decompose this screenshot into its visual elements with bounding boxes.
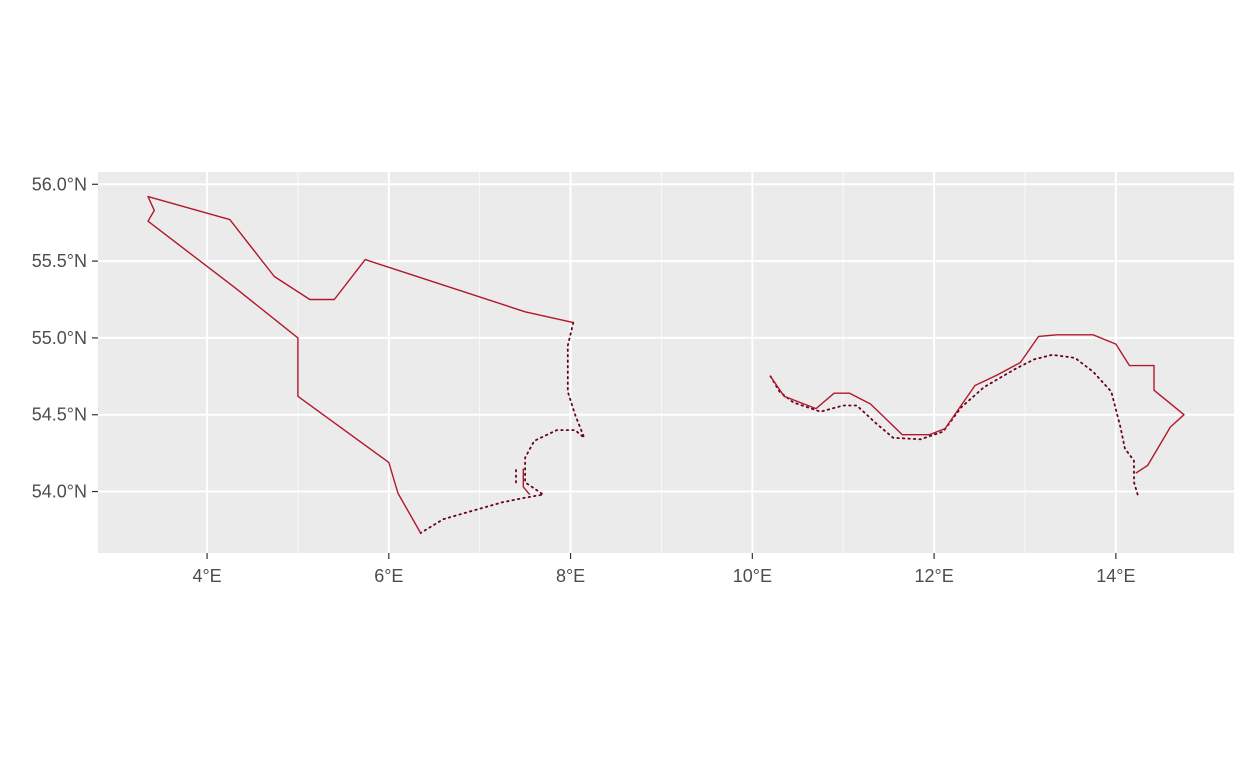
- y-tick-label: 54.0°N: [32, 482, 87, 502]
- y-tick-label: 54.5°N: [32, 405, 87, 425]
- x-tick-label: 8°E: [556, 566, 585, 586]
- plot-panel: [98, 172, 1234, 553]
- y-tick-label: 55.0°N: [32, 328, 87, 348]
- grid-lines: [98, 172, 1234, 553]
- y-tick-label: 56.0°N: [32, 174, 87, 194]
- x-tick-label: 6°E: [374, 566, 403, 586]
- boundary-lines: [147, 195, 1185, 534]
- x-tick-label: 4°E: [192, 566, 221, 586]
- solid-boundary-line: [147, 195, 574, 534]
- y-tick-label: 55.5°N: [32, 251, 87, 271]
- x-tick-label: 10°E: [733, 566, 772, 586]
- solid-boundary-line: [769, 334, 1185, 474]
- dotted-boundary-line: [419, 321, 586, 534]
- x-tick-label: 14°E: [1096, 566, 1135, 586]
- axes: 4°E 6°E 8°E 10°E 12°E 14°E 56.0°N 55.5°N 55.0°N 5…: [32, 174, 1136, 586]
- solid-boundary-line: [522, 468, 531, 496]
- x-tick-label: 12°E: [914, 566, 953, 586]
